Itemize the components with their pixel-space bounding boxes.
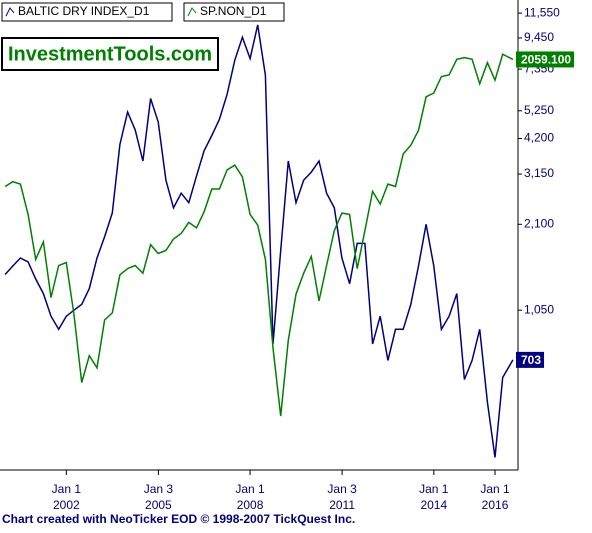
x-tick-label: Jan 1 (480, 482, 510, 496)
watermark: InvestmentTools.com (8, 43, 212, 65)
series-line (4, 53, 514, 417)
legend-box (1, 2, 173, 22)
x-tick-label: Jan 1 (235, 482, 265, 496)
x-tick-label: 2011 (329, 498, 355, 512)
legend-label: SP.NON_D1 (200, 4, 267, 18)
legend-label: BALTIC DRY INDEX_D1 (18, 4, 150, 18)
last-value-box (516, 51, 575, 68)
x-tick-label: Jan 1 (419, 482, 449, 496)
x-tick-label: 2005 (145, 498, 172, 512)
legend-box (183, 2, 285, 22)
y-tick-label: 2,100 (524, 216, 554, 230)
y-tick-label: 3,150 (524, 166, 554, 180)
x-tick-label: 2002 (53, 498, 80, 512)
series-line (4, 24, 514, 458)
x-tick-label: 2014 (420, 498, 447, 512)
y-tick-label: 4,200 (524, 131, 554, 145)
watermark-box (1, 37, 219, 71)
y-tick-label: 5,250 (524, 103, 554, 117)
x-tick-label: Jan 3 (327, 482, 357, 496)
footer: Chart created with NeoTicker EOD © 1998-… (2, 512, 355, 526)
last-value-label: 2059.100 (521, 53, 571, 67)
x-tick-label: Jan 1 (52, 482, 82, 496)
y-tick-label: 9,450 (524, 30, 554, 44)
legend-swatch (187, 7, 197, 17)
last-value-box (516, 351, 545, 368)
y-tick-label: 11,550 (524, 5, 560, 19)
x-tick-label: 2008 (237, 498, 264, 512)
last-value-tag: 2059.100 (516, 51, 575, 68)
last-value-label: 703 (521, 353, 541, 367)
x-tick-label: 2016 (482, 498, 509, 512)
legend-swatch (5, 7, 15, 17)
x-tick-label: Jan 3 (144, 482, 174, 496)
y-tick-label: 1,050 (524, 302, 554, 316)
last-value-tag: 703 (516, 351, 545, 368)
